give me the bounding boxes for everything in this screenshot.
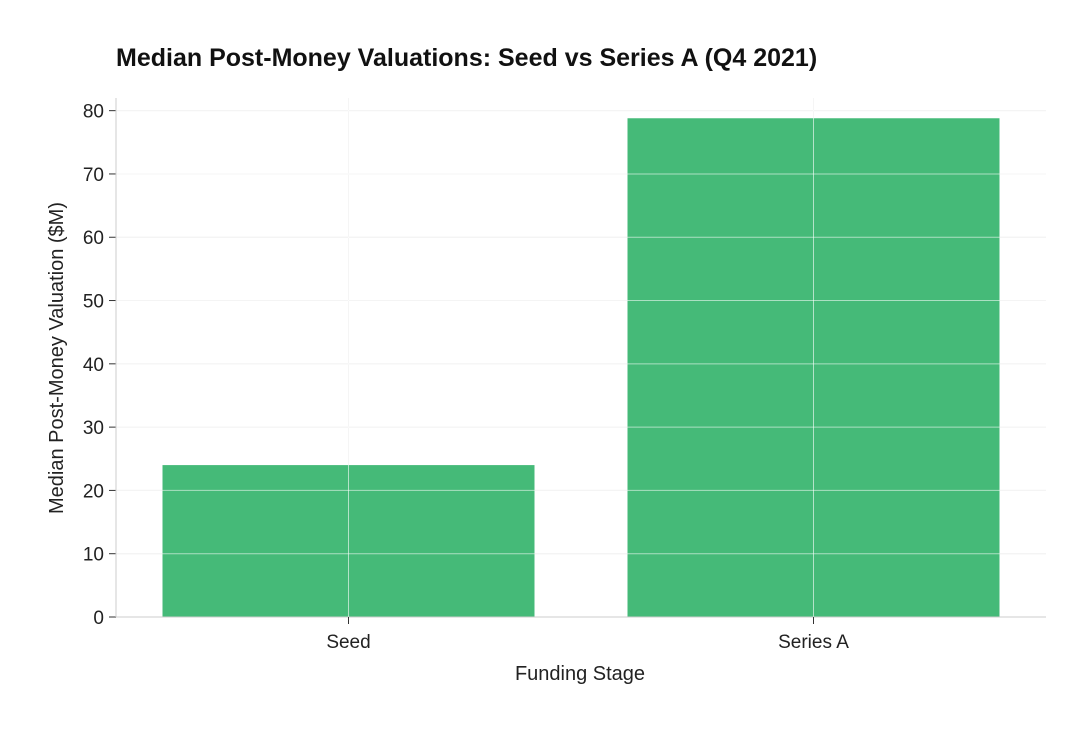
x-tick-label: Seed xyxy=(326,632,370,653)
chart-title: Median Post-Money Valuations: Seed vs Se… xyxy=(116,44,817,72)
y-tick-label: 50 xyxy=(83,292,104,313)
y-tick-label: 10 xyxy=(83,545,104,566)
y-tick-label: 20 xyxy=(83,481,104,502)
y-tick-label: 70 xyxy=(83,165,104,186)
y-tick-label: 30 xyxy=(83,418,104,439)
y-axis-label: Median Post-Money Valuation ($M) xyxy=(46,202,68,514)
axis-layer: 0 10 20 30 40 50 60 70 80 Seed Series A xyxy=(83,98,1046,653)
x-tick-label: Series A xyxy=(778,632,849,653)
y-tick-label: 40 xyxy=(83,355,104,376)
x-axis-label: Funding Stage xyxy=(515,663,645,685)
bar-layer xyxy=(162,118,1000,617)
y-tick-label: 60 xyxy=(83,228,104,249)
y-tick-label: 80 xyxy=(83,102,104,123)
y-tick-label: 0 xyxy=(93,608,104,629)
